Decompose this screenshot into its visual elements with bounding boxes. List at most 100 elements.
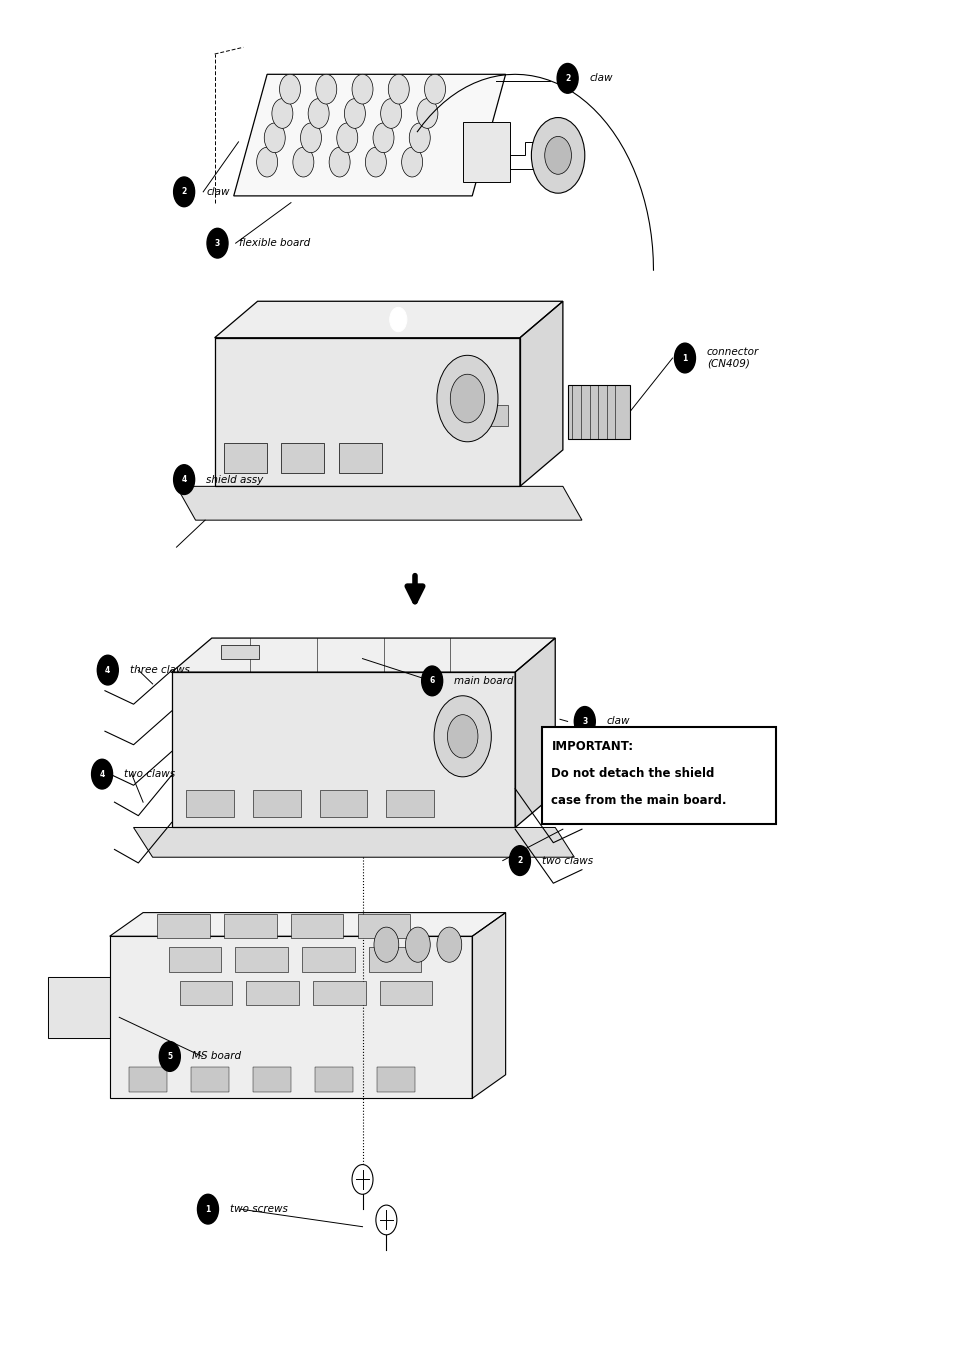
- Circle shape: [436, 355, 497, 442]
- Polygon shape: [462, 122, 510, 182]
- FancyBboxPatch shape: [369, 947, 421, 971]
- Text: shield assy: shield assy: [206, 474, 263, 485]
- Circle shape: [401, 147, 422, 177]
- Text: 2: 2: [564, 74, 570, 82]
- Polygon shape: [110, 936, 472, 1098]
- Circle shape: [390, 308, 407, 332]
- Text: claw: claw: [589, 73, 613, 84]
- Bar: [338, 443, 381, 473]
- Circle shape: [450, 374, 484, 423]
- Polygon shape: [172, 638, 555, 671]
- Circle shape: [344, 99, 365, 128]
- Text: 4: 4: [99, 770, 105, 778]
- Polygon shape: [233, 74, 505, 196]
- Circle shape: [424, 74, 445, 104]
- Polygon shape: [214, 301, 562, 338]
- Circle shape: [173, 465, 194, 494]
- Text: 5: 5: [167, 1052, 172, 1061]
- Circle shape: [375, 1205, 396, 1235]
- Bar: [319, 789, 367, 816]
- Circle shape: [159, 1042, 180, 1071]
- Circle shape: [97, 655, 118, 685]
- Circle shape: [352, 74, 373, 104]
- FancyBboxPatch shape: [357, 913, 410, 938]
- Circle shape: [329, 147, 350, 177]
- Text: claw: claw: [206, 186, 230, 197]
- Text: 1: 1: [205, 1205, 211, 1213]
- Text: two screws: two screws: [230, 1204, 288, 1215]
- Polygon shape: [133, 827, 574, 858]
- FancyBboxPatch shape: [169, 947, 221, 971]
- Circle shape: [531, 118, 584, 193]
- Polygon shape: [172, 671, 515, 827]
- Polygon shape: [472, 913, 505, 1098]
- Text: two claws: two claws: [541, 855, 593, 866]
- Circle shape: [509, 846, 530, 875]
- Bar: [253, 789, 300, 816]
- Circle shape: [264, 123, 285, 153]
- Circle shape: [674, 343, 695, 373]
- Text: main board: main board: [454, 676, 513, 686]
- FancyBboxPatch shape: [224, 913, 276, 938]
- Circle shape: [207, 228, 228, 258]
- Circle shape: [409, 123, 430, 153]
- Polygon shape: [214, 338, 519, 486]
- Bar: [224, 443, 267, 473]
- Circle shape: [544, 136, 571, 174]
- Circle shape: [256, 147, 277, 177]
- Text: three claws: three claws: [130, 665, 190, 676]
- Text: flexible board: flexible board: [239, 238, 311, 249]
- FancyBboxPatch shape: [302, 947, 355, 971]
- Circle shape: [91, 759, 112, 789]
- Text: 4: 4: [181, 476, 187, 484]
- Text: 2: 2: [517, 857, 522, 865]
- Circle shape: [173, 177, 194, 207]
- Polygon shape: [515, 638, 555, 827]
- Text: claw: claw: [606, 716, 630, 727]
- Circle shape: [388, 74, 409, 104]
- Text: IMPORTANT:: IMPORTANT:: [551, 740, 633, 754]
- Bar: [376, 1067, 415, 1092]
- Bar: [186, 789, 233, 816]
- Polygon shape: [176, 486, 581, 520]
- Circle shape: [293, 147, 314, 177]
- Text: 3: 3: [214, 239, 220, 247]
- Bar: [281, 443, 324, 473]
- Bar: [314, 1067, 353, 1092]
- Circle shape: [380, 99, 401, 128]
- Circle shape: [434, 696, 491, 777]
- Circle shape: [447, 715, 477, 758]
- Circle shape: [336, 123, 357, 153]
- Circle shape: [416, 99, 437, 128]
- Circle shape: [365, 147, 386, 177]
- Circle shape: [197, 1194, 218, 1224]
- Polygon shape: [48, 977, 110, 1038]
- Text: 2: 2: [181, 188, 187, 196]
- FancyBboxPatch shape: [179, 981, 232, 1005]
- FancyBboxPatch shape: [379, 981, 432, 1005]
- Circle shape: [308, 99, 329, 128]
- Circle shape: [557, 63, 578, 93]
- Circle shape: [421, 666, 442, 696]
- Circle shape: [436, 927, 461, 962]
- Text: case from the main board.: case from the main board.: [551, 794, 726, 808]
- Bar: [567, 385, 629, 439]
- Polygon shape: [519, 301, 562, 486]
- Polygon shape: [110, 913, 505, 936]
- FancyBboxPatch shape: [313, 981, 365, 1005]
- Circle shape: [315, 74, 336, 104]
- Text: MS board: MS board: [192, 1051, 240, 1062]
- FancyBboxPatch shape: [291, 913, 343, 938]
- Text: 6: 6: [429, 677, 435, 685]
- Text: 3: 3: [581, 717, 587, 725]
- Circle shape: [279, 74, 300, 104]
- Text: Do not detach the shield: Do not detach the shield: [551, 767, 714, 781]
- Polygon shape: [221, 644, 259, 659]
- Bar: [386, 789, 434, 816]
- Circle shape: [352, 1165, 373, 1194]
- Bar: [481, 405, 508, 426]
- FancyBboxPatch shape: [157, 913, 210, 938]
- Text: connector
(CN409): connector (CN409): [706, 347, 759, 369]
- Circle shape: [300, 123, 321, 153]
- Circle shape: [374, 927, 398, 962]
